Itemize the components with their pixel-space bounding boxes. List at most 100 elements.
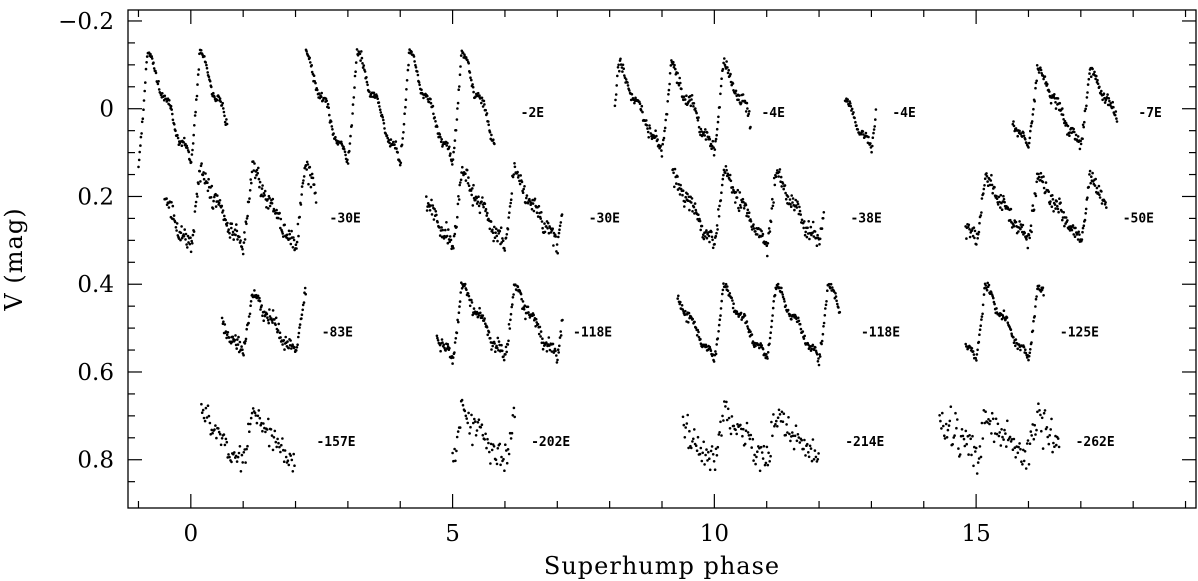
- data-point: [797, 316, 800, 320]
- data-point: [451, 244, 455, 248]
- data-point: [798, 322, 802, 326]
- data-point: [730, 415, 734, 418]
- data-point: [493, 236, 497, 239]
- data-point: [970, 347, 974, 350]
- data-point: [432, 112, 435, 116]
- data-point: [140, 120, 144, 124]
- data-point: [1029, 124, 1033, 128]
- data-point: [258, 416, 262, 420]
- data-point: [1066, 124, 1070, 128]
- data-point: [254, 414, 258, 417]
- data-point: [687, 446, 690, 450]
- data-point: [505, 350, 509, 354]
- data-point: [550, 350, 554, 353]
- data-point: [985, 286, 988, 290]
- data-point: [243, 231, 246, 234]
- data-point: [292, 236, 295, 239]
- data-point: [616, 74, 619, 78]
- data-point: [981, 312, 984, 316]
- data-point: [203, 419, 207, 423]
- data-point: [453, 447, 456, 451]
- data-point: [297, 335, 300, 339]
- data-point: [1013, 446, 1017, 450]
- data-point: [250, 170, 254, 174]
- data-point: [784, 433, 787, 437]
- data-point: [472, 421, 475, 425]
- data-point: [707, 450, 710, 454]
- data-point: [1098, 196, 1102, 199]
- data-point: [795, 439, 799, 443]
- data-point: [789, 439, 792, 443]
- data-point: [355, 48, 359, 51]
- data-point: [459, 291, 463, 294]
- data-point: [500, 455, 503, 459]
- data-point: [513, 165, 517, 169]
- data-point: [169, 104, 173, 108]
- data-point: [402, 131, 405, 134]
- data-point: [543, 230, 547, 234]
- data-point: [454, 129, 458, 132]
- data-point: [770, 325, 773, 329]
- data-point: [534, 325, 537, 328]
- data-point: [507, 323, 511, 326]
- data-point: [726, 407, 730, 411]
- data-point: [710, 235, 714, 239]
- data-point: [989, 419, 992, 423]
- data-point: [480, 101, 483, 105]
- data-point: [274, 316, 278, 320]
- data-point: [282, 235, 285, 238]
- data-point: [263, 189, 267, 193]
- data-point: [1073, 130, 1076, 134]
- data-point: [222, 110, 226, 114]
- data-point: [768, 460, 771, 463]
- data-point: [539, 217, 542, 220]
- data-point: [1048, 434, 1051, 437]
- data-point: [726, 66, 729, 69]
- y-tick-label: 0.4: [77, 272, 114, 298]
- data-point: [1019, 223, 1023, 226]
- data-point: [790, 318, 793, 321]
- data-point: [295, 247, 298, 250]
- data-point: [1025, 356, 1029, 359]
- data-point: [999, 193, 1003, 197]
- data-point: [537, 332, 541, 336]
- data-point: [739, 311, 743, 315]
- data-point: [541, 226, 544, 230]
- data-point: [231, 230, 235, 234]
- data-point: [699, 342, 703, 346]
- data-point: [470, 413, 473, 417]
- data-point: [1083, 218, 1087, 222]
- data-point: [771, 314, 774, 317]
- data-point: [330, 125, 334, 128]
- data-point: [662, 136, 666, 140]
- data-point: [140, 132, 143, 135]
- data-point: [736, 423, 739, 426]
- data-point: [1029, 224, 1033, 227]
- data-point: [491, 228, 494, 232]
- data-point: [449, 238, 453, 242]
- data-point: [1041, 180, 1045, 184]
- y-tick-label: −0.2: [58, 9, 114, 35]
- data-point: [724, 282, 728, 286]
- data-point: [449, 152, 452, 155]
- data-point: [267, 194, 271, 198]
- data-point: [247, 321, 250, 325]
- data-point: [785, 423, 788, 426]
- data-point: [255, 421, 259, 425]
- data-point: [1038, 409, 1041, 412]
- data-point: [988, 183, 992, 187]
- data-point: [378, 108, 382, 111]
- data-point: [431, 104, 435, 108]
- data-point: [687, 195, 691, 199]
- data-point: [671, 168, 675, 171]
- data-point: [763, 463, 767, 467]
- data-point: [275, 208, 278, 212]
- data-point: [648, 126, 652, 130]
- data-point: [770, 207, 774, 210]
- data-point: [1031, 423, 1034, 426]
- data-point: [1035, 64, 1039, 67]
- data-point: [745, 101, 749, 105]
- data-point: [1024, 138, 1027, 141]
- data-point: [1034, 297, 1038, 301]
- data-point: [1012, 336, 1015, 339]
